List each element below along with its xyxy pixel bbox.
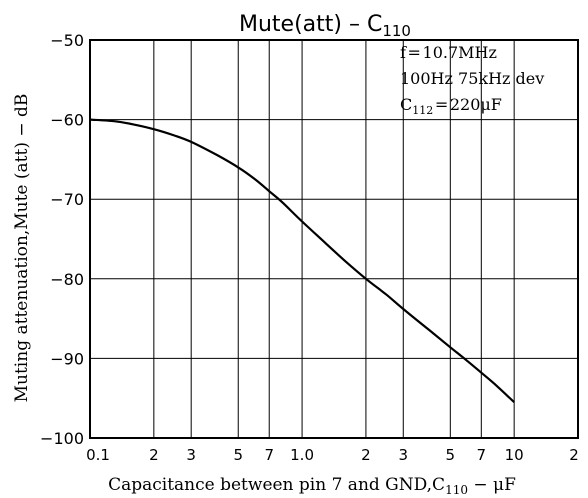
plot-frame bbox=[89, 39, 579, 439]
x-tick-label: 7 bbox=[264, 446, 274, 464]
annotation-line: 100Hz 75kHz dev bbox=[400, 69, 544, 88]
annotation-line: f = 10.7MHz bbox=[400, 43, 497, 62]
x-tick-label: 1.0 bbox=[290, 446, 314, 464]
y-tick-label: −50 bbox=[50, 31, 84, 50]
x-tick-label: 2 bbox=[149, 446, 159, 464]
x-axis-label-sub: 110 bbox=[445, 483, 468, 497]
series-line bbox=[89, 118, 515, 404]
chart-title: Mute(att) – C110 bbox=[239, 12, 411, 40]
y-tick-label: −100 bbox=[40, 429, 84, 448]
x-axis-label-unit: − μF bbox=[468, 475, 516, 495]
annotation-c: C bbox=[400, 95, 412, 114]
annotation-line: C112 = 220μF bbox=[400, 95, 502, 117]
x-tick-label: 3 bbox=[398, 446, 408, 464]
x-tick-label: 7 bbox=[477, 446, 487, 464]
x-tick-label: 5 bbox=[233, 446, 243, 464]
x-tick-label: 0.1 bbox=[86, 446, 110, 464]
x-axis-label-main: Capacitance between pin 7 and GND,C bbox=[108, 475, 445, 495]
chart-title-main: Mute(att) – C bbox=[239, 12, 382, 37]
tick-labels: 0.1 2 3 5 7 1.0 2 3 5 7 10 2 −50 −60 −70 −80 −90 −100 bbox=[40, 31, 579, 464]
y-axis-label: Muting attenuation,Mute (att) − dB bbox=[12, 94, 32, 403]
grid bbox=[89, 39, 579, 439]
annotation-tail: = 220μF bbox=[433, 95, 502, 114]
chart-title-sub: 110 bbox=[382, 22, 411, 40]
annotation-sub: 112 bbox=[412, 104, 433, 117]
x-axis-label: Capacitance between pin 7 and GND,C110 −… bbox=[108, 475, 516, 497]
x-tick-label: 2 bbox=[569, 446, 579, 464]
y-tick-label: −90 bbox=[50, 349, 84, 368]
y-tick-label: −60 bbox=[50, 111, 84, 130]
annotation-box: f = 10.7MHz 100Hz 75kHz dev C112 = 220μF bbox=[400, 43, 544, 117]
x-tick-label: 2 bbox=[361, 446, 371, 464]
x-tick-label: 3 bbox=[186, 446, 196, 464]
y-tick-label: −80 bbox=[50, 270, 84, 289]
x-tick-label: 10 bbox=[505, 446, 524, 464]
x-tick-label: 5 bbox=[446, 446, 456, 464]
y-tick-label: −70 bbox=[50, 190, 84, 209]
